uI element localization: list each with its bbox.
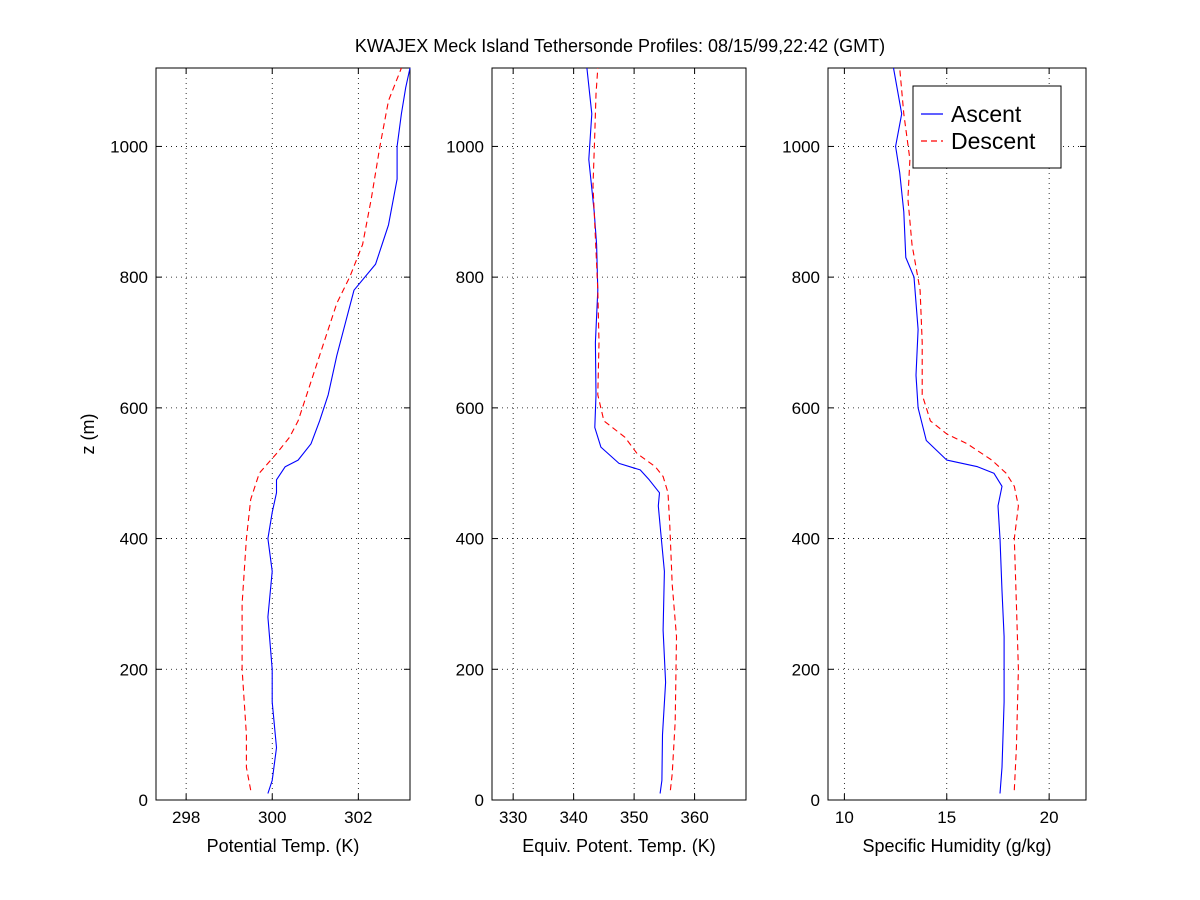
y-tick-label: 200 (120, 660, 148, 679)
series-line-descent (241, 67, 402, 791)
legend-box (912, 85, 1062, 169)
y-axis-label: z (m) (78, 414, 98, 455)
equivalent-potential-temperature-panel: 330 340 350 360 0 200 400 600 800 1000 Equiv. Pote… (446, 67, 747, 856)
y-tick-label: 600 (120, 399, 148, 418)
series-line-descent (899, 67, 1019, 791)
y-tick-label: 1000 (446, 137, 484, 156)
x-tick-label: 350 (620, 808, 648, 827)
legend-descent-label: Descent (951, 128, 1036, 154)
y-tick-label: 0 (139, 791, 148, 810)
x-tick-label: 340 (559, 808, 587, 827)
series-line-ascent (586, 67, 667, 794)
y-tick-label: 1000 (782, 137, 820, 156)
x-tick-label: 360 (680, 808, 708, 827)
x-tick-label: 10 (835, 808, 854, 827)
series-line-ascent (267, 67, 411, 794)
axes-frame (491, 67, 747, 801)
y-tick-label: 200 (792, 660, 820, 679)
x-axis-label: Equiv. Potent. Temp. (K) (522, 836, 715, 856)
axes-frame (827, 67, 1087, 801)
y-tick-label: 0 (811, 791, 820, 810)
axes-frame (155, 67, 411, 801)
x-tick-label: 15 (937, 808, 956, 827)
y-tick-label: 400 (792, 530, 820, 549)
y-tick-label: 800 (792, 268, 820, 287)
y-tick-label: 200 (456, 660, 484, 679)
y-tick-label: 400 (456, 530, 484, 549)
y-tick-label: 600 (792, 399, 820, 418)
y-tick-label: 1000 (110, 137, 148, 156)
series-line-descent (592, 67, 678, 791)
y-tick-label: 600 (456, 399, 484, 418)
legend: Ascent Descent (912, 85, 1062, 169)
series-line-ascent (892, 67, 1005, 794)
x-tick-label: 298 (172, 808, 200, 827)
y-tick-label: 400 (120, 530, 148, 549)
x-tick-label: 300 (258, 808, 286, 827)
x-axis-label: Specific Humidity (g/kg) (862, 836, 1051, 856)
legend-ascent-label: Ascent (951, 101, 1022, 127)
chart-title: KWAJEX Meck Island Tethersonde Profiles:… (355, 36, 885, 56)
y-tick-label: 800 (456, 268, 484, 287)
y-tick-label: 800 (120, 268, 148, 287)
x-tick-label: 330 (499, 808, 527, 827)
y-tick-label: 0 (475, 791, 484, 810)
x-tick-label: 20 (1040, 808, 1059, 827)
x-tick-label: 302 (344, 808, 372, 827)
x-axis-label: Potential Temp. (K) (207, 836, 360, 856)
potential-temperature-panel: 298 300 302 0 200 400 600 800 1000 Potential Temp… (78, 67, 411, 856)
